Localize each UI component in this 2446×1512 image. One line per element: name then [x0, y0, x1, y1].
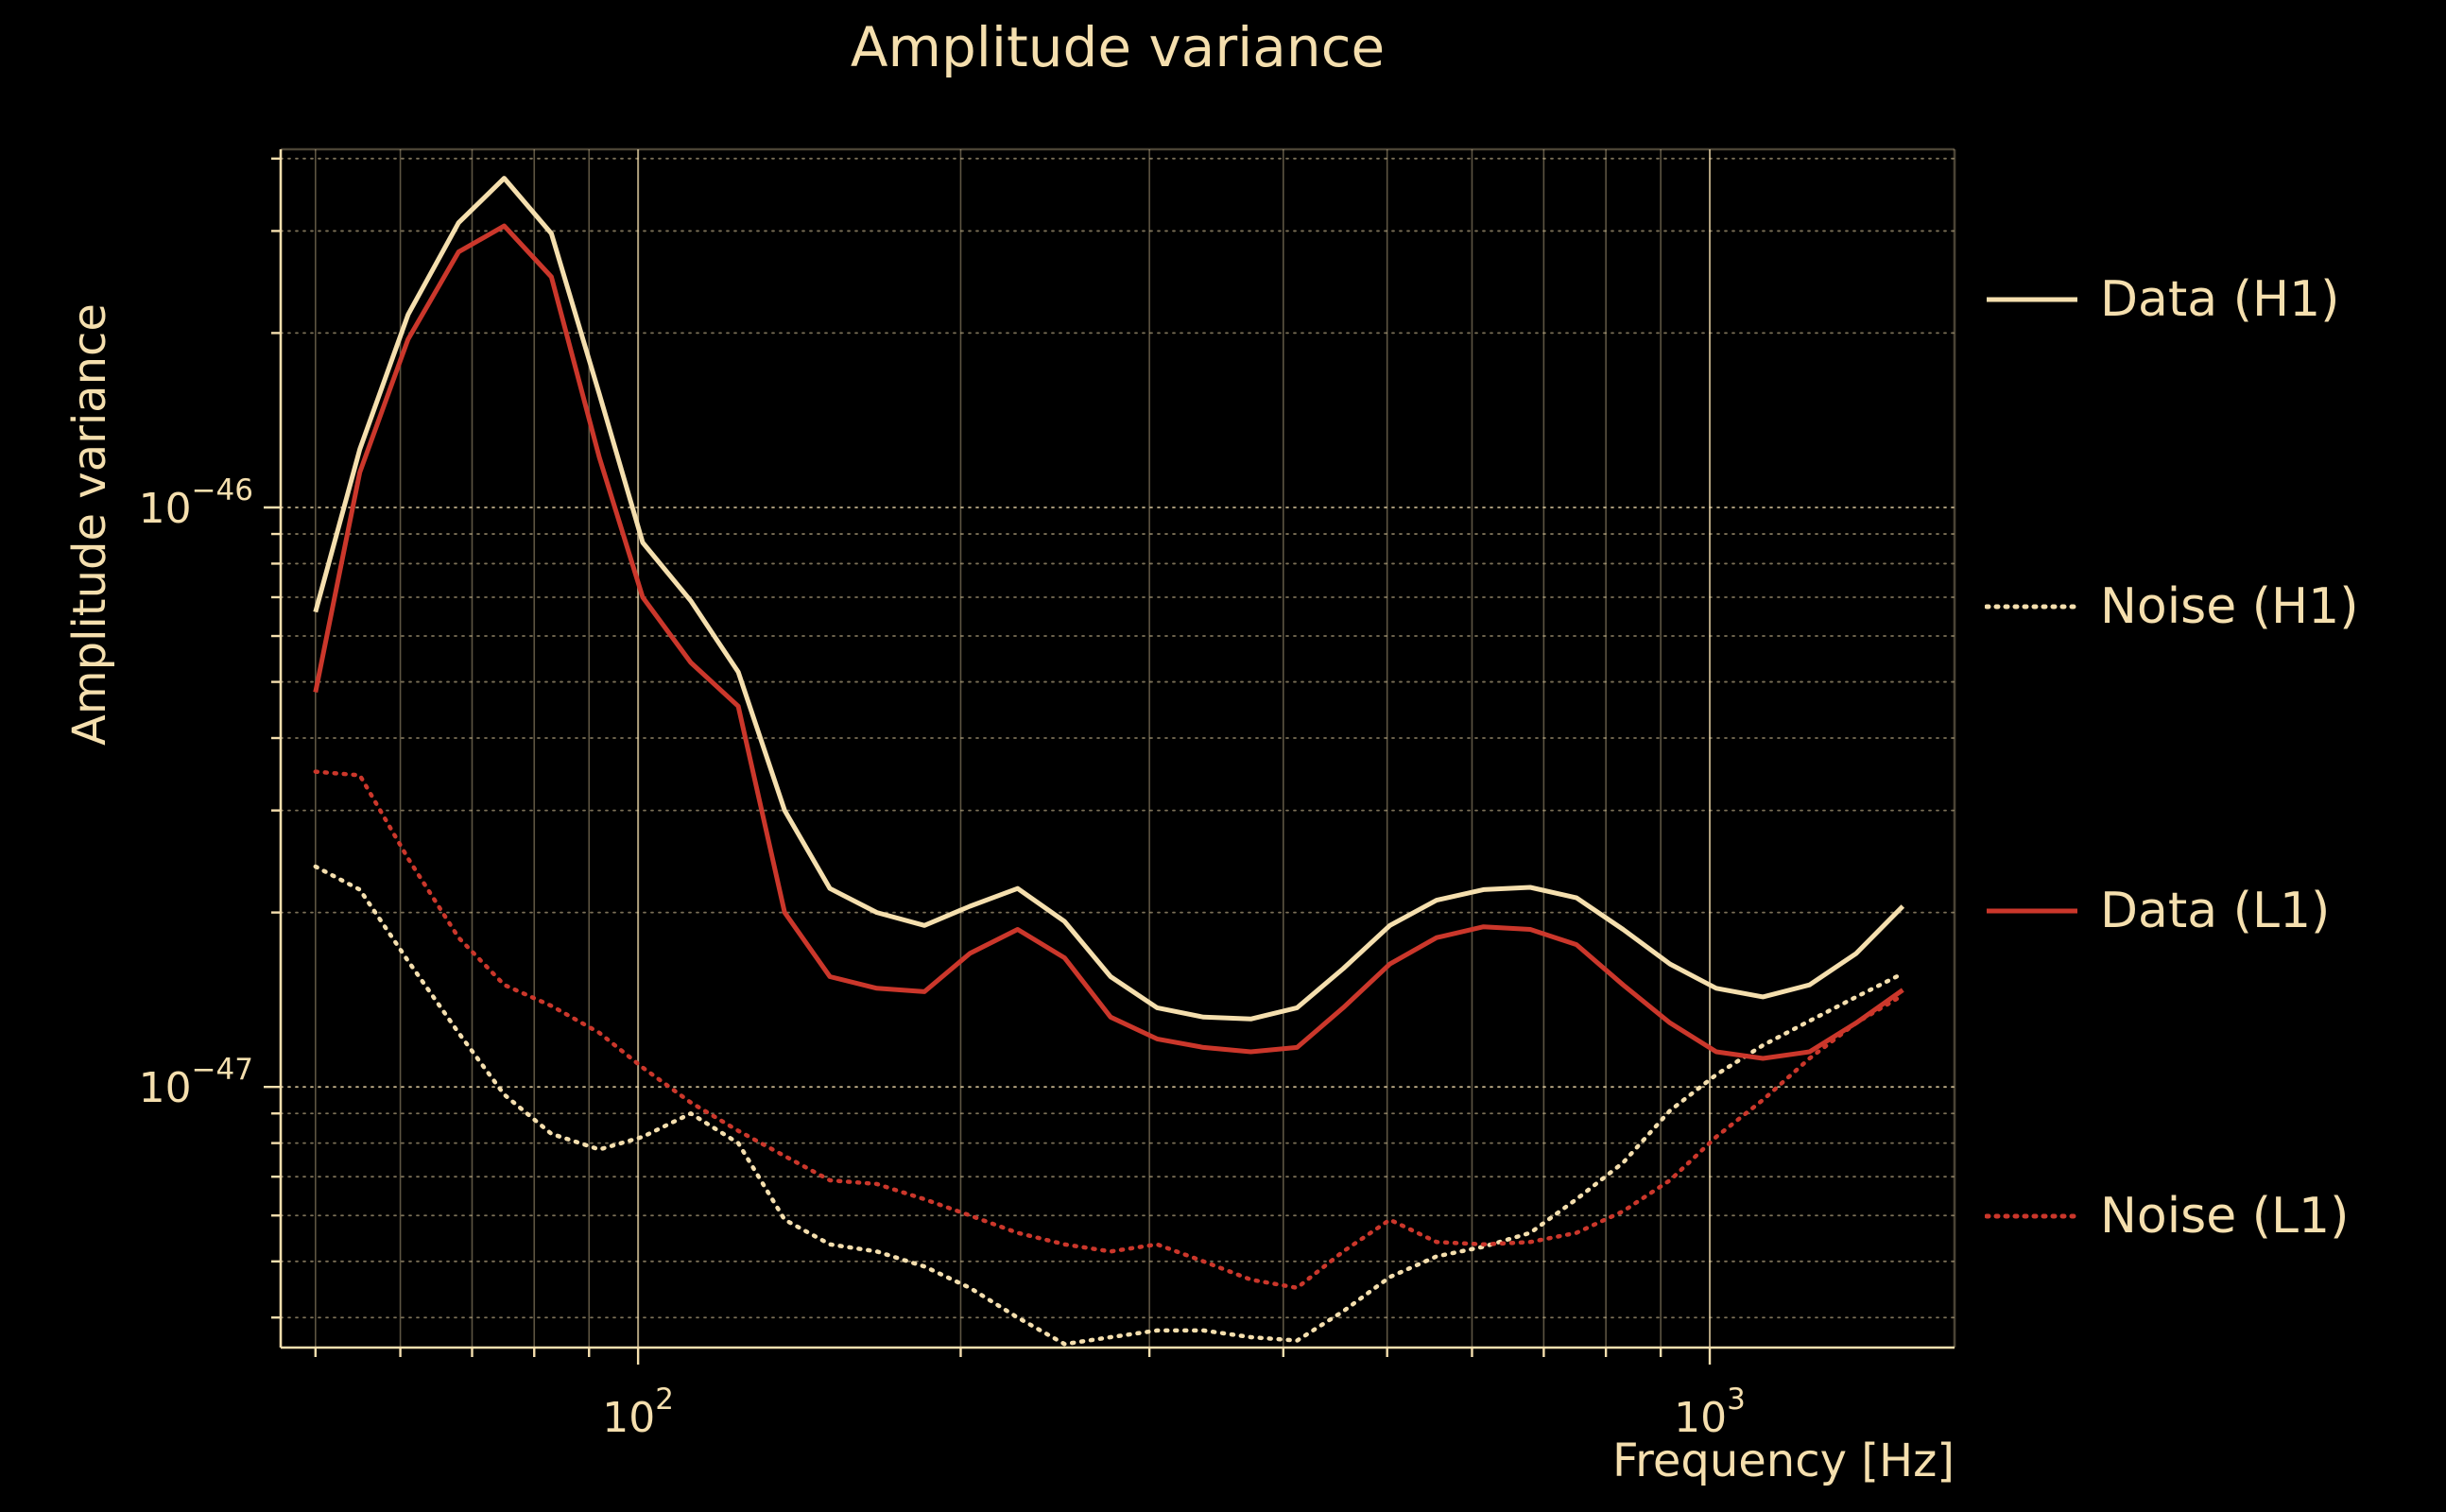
chart-title: Amplitude variance [850, 15, 1386, 79]
series-line-data-l1 [313, 223, 1904, 1061]
series-line-noise-l1 [313, 769, 1905, 1291]
series-line-data-h1 [313, 176, 1905, 1022]
x-tick-label: 102 [602, 1383, 674, 1442]
tick-labels: 102 103 10−46 10−47 [139, 473, 1746, 1442]
legend-line-sample [1985, 604, 2079, 610]
series-line-noise-h1 [313, 864, 1905, 1347]
data-series [313, 176, 1905, 1347]
legend-label: Noise (H1) [2100, 578, 2359, 635]
legend-label: Noise (L1) [2100, 1188, 2350, 1245]
legend-line-sample [1987, 908, 2077, 914]
gridlines [280, 149, 1955, 1348]
axes [264, 147, 1956, 1365]
legend-entry-data-l1: Data (L1) [1985, 878, 2330, 944]
legend-entry-noise-l1: Noise (L1) [1985, 1183, 2349, 1249]
legend-line-sample [1987, 297, 2077, 302]
legend-line-sample [1985, 1213, 2079, 1219]
x-axis-label: Frequency [Hz] [1612, 1435, 1955, 1487]
legend-label: Data (H1) [2100, 271, 2340, 328]
x-tick-label: 103 [1674, 1383, 1746, 1442]
legend-entry-noise-h1: Noise (H1) [1985, 574, 2359, 640]
y-tick-label: 10−47 [139, 1053, 253, 1112]
legend: Data (H1) Noise (H1) Data (L1) Noise (L1) [1985, 0, 2438, 1512]
y-axis-label: Amplitude variance [63, 303, 116, 746]
legend-entry-data-h1: Data (H1) [1985, 266, 2339, 333]
y-tick-label: 10−46 [139, 473, 253, 533]
legend-label: Data (L1) [2100, 883, 2331, 939]
